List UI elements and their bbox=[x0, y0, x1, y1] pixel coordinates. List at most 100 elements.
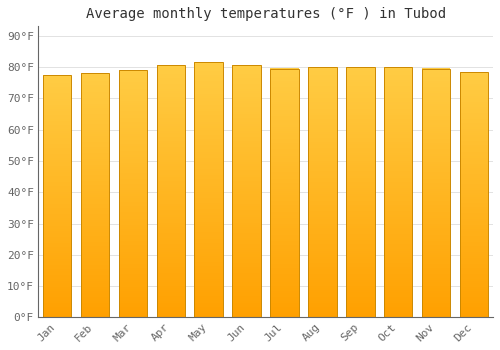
Bar bbox=[232, 284, 261, 286]
Bar bbox=[118, 181, 147, 183]
Bar bbox=[460, 246, 488, 248]
Bar bbox=[460, 281, 488, 283]
Bar bbox=[384, 163, 412, 165]
Bar bbox=[422, 178, 450, 181]
Bar bbox=[156, 244, 185, 246]
Bar bbox=[81, 240, 109, 242]
Bar bbox=[270, 164, 299, 166]
Bar bbox=[384, 255, 412, 257]
Bar bbox=[81, 138, 109, 140]
Bar bbox=[81, 108, 109, 110]
Bar bbox=[43, 111, 72, 113]
Bar bbox=[422, 174, 450, 176]
Bar bbox=[346, 282, 374, 284]
Bar bbox=[384, 209, 412, 211]
Bar bbox=[43, 251, 72, 253]
Bar bbox=[346, 288, 374, 290]
Bar bbox=[308, 286, 336, 288]
Bar bbox=[422, 261, 450, 264]
Bar bbox=[232, 166, 261, 168]
Bar bbox=[270, 145, 299, 147]
Bar bbox=[118, 107, 147, 109]
Bar bbox=[460, 199, 488, 201]
Bar bbox=[270, 170, 299, 172]
Bar bbox=[43, 115, 72, 117]
Bar bbox=[118, 287, 147, 289]
Bar bbox=[460, 205, 488, 207]
Bar bbox=[346, 238, 374, 240]
Bar bbox=[346, 125, 374, 127]
Bar bbox=[81, 114, 109, 116]
Bar bbox=[346, 121, 374, 123]
Bar bbox=[346, 294, 374, 296]
Bar bbox=[118, 155, 147, 157]
Bar bbox=[156, 263, 185, 265]
Bar bbox=[384, 146, 412, 148]
Bar bbox=[81, 279, 109, 281]
Bar bbox=[194, 169, 223, 171]
Bar bbox=[308, 171, 336, 174]
Bar bbox=[460, 258, 488, 260]
Bar bbox=[308, 111, 336, 113]
Bar bbox=[194, 118, 223, 120]
Bar bbox=[156, 261, 185, 263]
Bar bbox=[81, 299, 109, 301]
Bar bbox=[43, 220, 72, 223]
Bar bbox=[81, 185, 109, 187]
Bar bbox=[118, 148, 147, 150]
Bar bbox=[232, 68, 261, 70]
Bar bbox=[270, 129, 299, 131]
Bar bbox=[81, 293, 109, 295]
Bar bbox=[460, 297, 488, 299]
Bar bbox=[308, 201, 336, 203]
Bar bbox=[232, 233, 261, 236]
Bar bbox=[81, 234, 109, 236]
Bar bbox=[384, 290, 412, 293]
Bar bbox=[81, 285, 109, 287]
Bar bbox=[232, 181, 261, 183]
Bar bbox=[422, 158, 450, 160]
Bar bbox=[43, 198, 72, 200]
Bar bbox=[43, 149, 72, 152]
Bar bbox=[384, 157, 412, 159]
Bar bbox=[460, 240, 488, 242]
Bar bbox=[232, 301, 261, 303]
Bar bbox=[460, 174, 488, 176]
Bar bbox=[156, 294, 185, 296]
Bar bbox=[384, 309, 412, 311]
Bar bbox=[460, 270, 488, 272]
Bar bbox=[346, 255, 374, 257]
Bar bbox=[270, 278, 299, 280]
Bar bbox=[118, 121, 147, 124]
Bar bbox=[194, 90, 223, 92]
Bar bbox=[384, 267, 412, 270]
Bar bbox=[346, 177, 374, 180]
Bar bbox=[460, 94, 488, 96]
Bar bbox=[156, 296, 185, 299]
Bar bbox=[422, 239, 450, 241]
Bar bbox=[43, 240, 72, 243]
Bar bbox=[460, 149, 488, 152]
Bar bbox=[346, 88, 374, 90]
Bar bbox=[422, 218, 450, 220]
Bar bbox=[118, 97, 147, 99]
Bar bbox=[422, 131, 450, 133]
Bar bbox=[460, 186, 488, 188]
Bar bbox=[232, 84, 261, 86]
Bar bbox=[232, 156, 261, 158]
Bar bbox=[384, 75, 412, 77]
Bar bbox=[232, 202, 261, 204]
Bar bbox=[384, 100, 412, 103]
Bar bbox=[156, 191, 185, 194]
Bar bbox=[384, 222, 412, 224]
Bar bbox=[156, 288, 185, 290]
Bar bbox=[118, 138, 147, 140]
Bar bbox=[81, 303, 109, 305]
Bar bbox=[422, 149, 450, 152]
Bar bbox=[384, 188, 412, 190]
Bar bbox=[346, 111, 374, 113]
Bar bbox=[43, 229, 72, 231]
Bar bbox=[156, 265, 185, 267]
Bar bbox=[118, 280, 147, 282]
Bar bbox=[346, 96, 374, 98]
